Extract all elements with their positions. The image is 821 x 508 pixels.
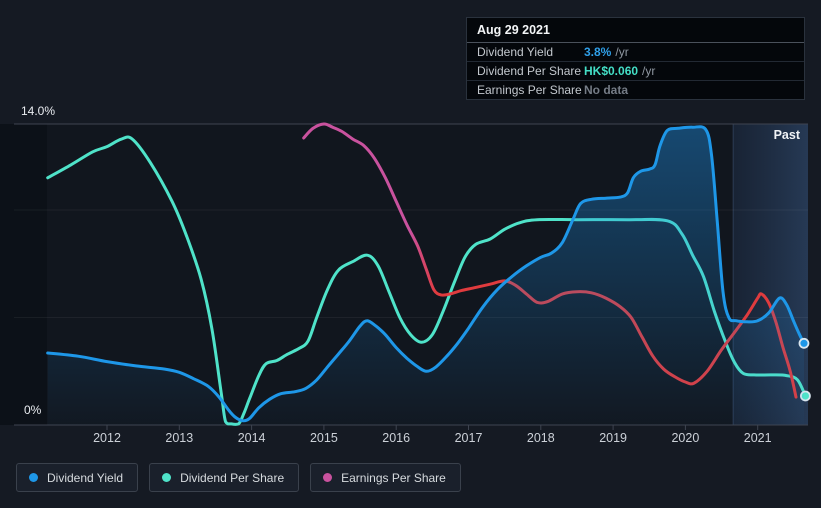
tooltip-value: HK$0.060 <box>584 64 639 78</box>
tooltip-row-dividend-yield: Dividend Yield 3.8% /yr <box>467 43 804 62</box>
legend-label: Dividend Yield <box>47 470 124 485</box>
dividend-yield-area <box>47 126 804 425</box>
x-axis-label-2018: 2018 <box>526 431 555 445</box>
x-axis-label-2017: 2017 <box>454 431 483 445</box>
x-axis-label-2021: 2021 <box>743 431 772 445</box>
x-axis-label-2012: 2012 <box>93 431 121 445</box>
x-axis-label-2013: 2013 <box>165 431 194 445</box>
x-axis-label-2020: 2020 <box>671 431 700 445</box>
legend-item-dividend-yield[interactable]: Dividend Yield <box>16 463 139 492</box>
tooltip-label: Earnings Per Share <box>477 83 582 97</box>
tooltip-value: 3.8% <box>584 45 612 59</box>
dividend-per-share-dot-icon <box>162 473 172 482</box>
x-axis-label-2015: 2015 <box>309 431 338 445</box>
tooltip-value-suffix: /yr <box>615 45 629 59</box>
x-axis-label-2014: 2014 <box>237 431 266 445</box>
y-axis-max-label: 14.0% <box>21 104 56 118</box>
x-axis-label-2016: 2016 <box>382 431 411 445</box>
legend-label: Dividend Per Share <box>180 470 285 485</box>
legend-label: Earnings Per Share <box>341 470 446 485</box>
chart-legend: Dividend Yield Dividend Per Share Earnin… <box>16 463 461 492</box>
dividend-yield-line <box>46 125 806 423</box>
dividend-yield-end-dot <box>798 337 810 349</box>
tooltip-label: Dividend Yield <box>477 45 554 59</box>
y-axis-min-label: 0% <box>24 403 42 417</box>
tooltip-label: Dividend Per Share <box>477 64 582 78</box>
earnings-per-share-dot-icon <box>323 473 333 482</box>
dividend-yield-dot-icon <box>29 473 38 482</box>
legend-item-earnings-per-share[interactable]: Earnings Per Share <box>310 463 461 492</box>
plot-left-margin <box>0 124 47 425</box>
tooltip-row-dividend-per-share: Dividend Per Share HK$0.060 /yr <box>467 62 804 81</box>
chart-tooltip: Aug 29 2021 Dividend Yield 3.8% /yr Divi… <box>466 17 805 100</box>
tooltip-date: Aug 29 2021 <box>467 18 804 43</box>
tooltip-value: No data <box>584 83 629 97</box>
past-band-label: Past <box>773 128 800 142</box>
x-axis-label-2019: 2019 <box>599 431 627 445</box>
tooltip-value-suffix: /yr <box>642 64 656 78</box>
legend-item-dividend-per-share[interactable]: Dividend Per Share <box>149 463 300 492</box>
tooltip-row-earnings-per-share: Earnings Per Share No data <box>467 81 804 99</box>
